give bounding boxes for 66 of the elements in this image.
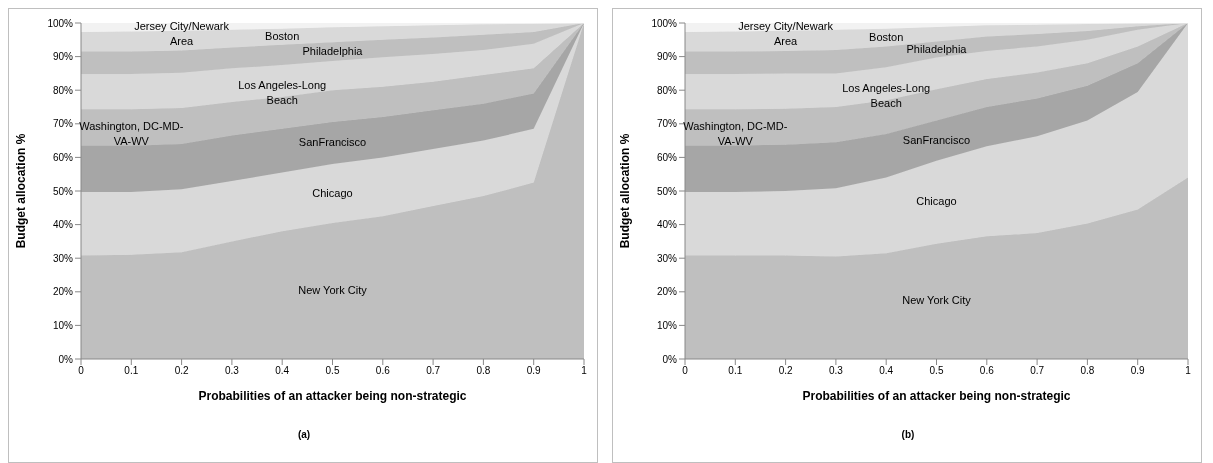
series-label: Los Angeles-Long Beach bbox=[841, 80, 932, 111]
y-tick-label: 50% bbox=[656, 185, 678, 197]
x-tick-label: 0.6 bbox=[979, 365, 995, 377]
y-tick-label: 70% bbox=[656, 118, 678, 130]
text: (b) bbox=[900, 429, 916, 440]
y-tick-label: 10% bbox=[656, 319, 678, 331]
series-label: Chicago bbox=[311, 185, 354, 201]
y-tick-label: 80% bbox=[656, 84, 678, 96]
y-tick-label: 60% bbox=[52, 151, 74, 163]
y-tick-label: 40% bbox=[52, 219, 74, 231]
series-label: Philadelphia bbox=[301, 43, 364, 59]
y-tick-label: 30% bbox=[656, 252, 678, 264]
x-tick-label: 0.9 bbox=[526, 365, 542, 377]
x-tick-label: 0.2 bbox=[174, 365, 189, 377]
x-axis-title: Probabilities of an attacker being non-strategic bbox=[198, 389, 467, 403]
x-tick-label: 0.3 bbox=[224, 365, 240, 377]
y-tick-label: 0% bbox=[662, 353, 678, 365]
series-label: Jersey City/Newark Area bbox=[737, 18, 834, 49]
x-tick-label: 0.7 bbox=[426, 365, 441, 377]
x-tick-label: 0.5 bbox=[929, 365, 944, 377]
series-label: New York City bbox=[901, 293, 972, 309]
y-tick-label: 60% bbox=[656, 151, 678, 163]
x-tick-label: 1 bbox=[1185, 365, 1192, 377]
y-tick-label: 90% bbox=[656, 51, 678, 63]
y-tick-label: 50% bbox=[52, 185, 74, 197]
x-tick-label: 0.5 bbox=[325, 365, 340, 377]
y-tick-label: 70% bbox=[52, 118, 74, 130]
series-label: Washington, DC-MD-VA-WV bbox=[682, 119, 789, 150]
x-axis-title: Probabilities of an attacker being non-strategic bbox=[802, 389, 1071, 403]
text: (a) bbox=[296, 429, 312, 440]
y-tick-label: 20% bbox=[656, 286, 678, 298]
series-label: Boston bbox=[265, 29, 300, 42]
y-tick-label: 90% bbox=[52, 51, 74, 63]
x-tick-label: 0.1 bbox=[728, 365, 743, 377]
y-tick-label: 40% bbox=[656, 219, 678, 231]
y-tick-label: 100% bbox=[651, 17, 678, 29]
x-tick-label: 0.4 bbox=[879, 365, 894, 377]
x-tick-label: 0.8 bbox=[1080, 365, 1095, 377]
series-label: Jersey City/Newark Area bbox=[133, 18, 230, 49]
x-tick-label: 0.8 bbox=[476, 365, 491, 377]
x-tick-label: 0.7 bbox=[1030, 365, 1045, 377]
x-tick-label: 0.4 bbox=[275, 365, 290, 377]
y-tick-label: 100% bbox=[47, 17, 74, 29]
series-label: Washington, DC-MD-VA-WV bbox=[78, 119, 185, 150]
y-tick-label: 30% bbox=[52, 252, 74, 264]
x-tick-label: 0 bbox=[78, 365, 85, 377]
x-tick-label: 1 bbox=[581, 365, 588, 377]
y-tick-label: 10% bbox=[52, 319, 74, 331]
series-label: SanFrancisco bbox=[901, 132, 972, 148]
x-tick-label: 0.6 bbox=[375, 365, 391, 377]
x-tick-label: 0.9 bbox=[1130, 365, 1146, 377]
series-label: New York City bbox=[297, 282, 368, 298]
y-tick-label: 80% bbox=[52, 84, 74, 96]
y-axis-title: Budget allocation % bbox=[14, 133, 29, 249]
y-axis-title: Budget allocation % bbox=[618, 133, 633, 249]
series-label: Boston bbox=[869, 30, 904, 43]
x-tick-label: 0.1 bbox=[124, 365, 139, 377]
series-label: Philadelphia bbox=[905, 41, 968, 57]
y-tick-label: 0% bbox=[58, 353, 74, 365]
series-label: SanFrancisco bbox=[297, 135, 368, 151]
x-tick-label: 0.2 bbox=[778, 365, 793, 377]
x-tick-label: 0.3 bbox=[828, 365, 844, 377]
y-tick-label: 20% bbox=[52, 286, 74, 298]
series-label: Los Angeles-Long Beach bbox=[237, 78, 328, 108]
x-tick-label: 0 bbox=[682, 365, 689, 377]
series-label: Chicago bbox=[915, 194, 958, 210]
